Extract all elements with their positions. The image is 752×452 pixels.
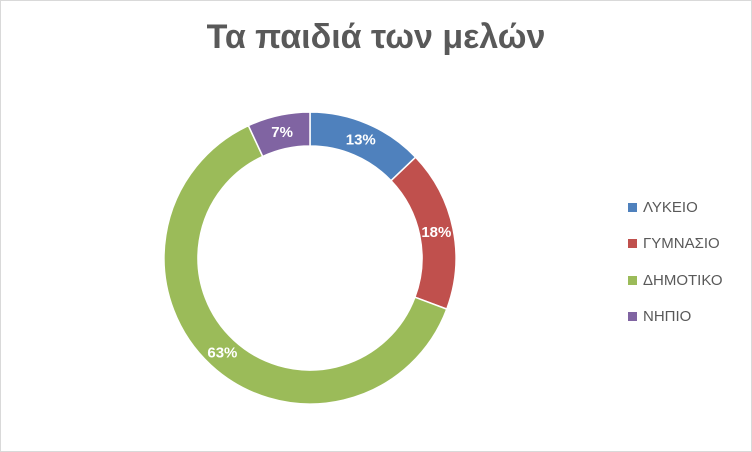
legend-item: ΝΗΠΙΟ [628, 306, 723, 328]
legend-label: ΔΗΜΟΤΙΚΟ [643, 271, 723, 289]
slice-label-2: 63% [207, 345, 237, 362]
slice-label-0: 13% [346, 131, 376, 148]
legend-item: ΓΥΜΝΑΣΙΟ [628, 233, 723, 255]
chart-legend: ΛΥΚΕΙΟ ΓΥΜΝΑΣΙΟ ΔΗΜΟΤΙΚΟ ΝΗΠΙΟ [628, 196, 723, 342]
legend-item: ΛΥΚΕΙΟ [628, 196, 723, 218]
legend-item: ΔΗΜΟΤΙΚΟ [628, 269, 723, 291]
legend-swatch [628, 275, 637, 285]
legend-swatch [628, 202, 637, 212]
slice-2 [163, 124, 448, 405]
legend-swatch [628, 239, 637, 248]
slice-label-3: 7% [271, 124, 293, 141]
slice-label-1: 18% [421, 224, 451, 241]
legend-label: ΝΗΠΙΟ [643, 308, 692, 325]
legend-label: ΓΥΜΝΑΣΙΟ [643, 235, 720, 252]
slice-3 [247, 111, 311, 158]
legend-swatch [628, 312, 637, 321]
chart-title: Τα παιδιά των μελών [206, 18, 546, 56]
legend-label: ΛΥΚΕΙΟ [643, 198, 698, 216]
